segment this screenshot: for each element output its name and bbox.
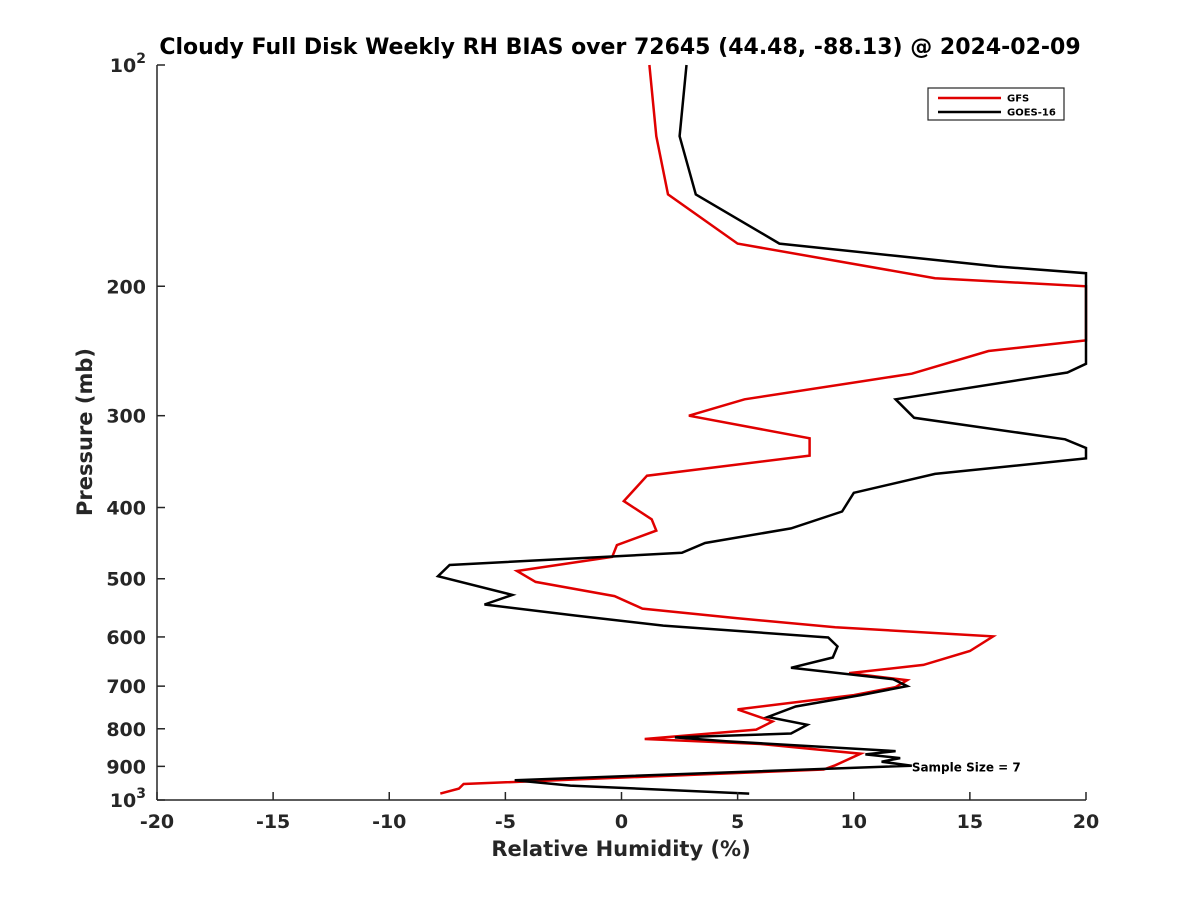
y-tick-label: 300	[106, 406, 146, 428]
x-tick-label: 15	[957, 811, 983, 833]
annotations: Sample Size = 7	[912, 760, 1021, 774]
y-tick-label: 700	[106, 676, 146, 698]
y-tick-label: 500	[106, 569, 146, 591]
x-tick-label: 20	[1073, 811, 1099, 833]
legend-box	[927, 87, 1065, 121]
annotation-sample-size: Sample Size = 7	[912, 760, 1021, 774]
x-tick-label: -15	[256, 811, 290, 833]
legend: GFS GOES-16	[927, 87, 1065, 121]
y-tick-label: 900	[106, 756, 146, 778]
y-tick-label: 102	[110, 51, 146, 77]
legend-label-gfs: GFS	[1007, 94, 1029, 105]
x-tick-label: 0	[615, 811, 628, 833]
series-line-goes-16	[435, 64, 1088, 795]
x-tick-label: 10	[841, 811, 867, 833]
x-tick-label: -5	[495, 811, 516, 833]
x-axis-label: Relative Humidity (%)	[491, 837, 750, 861]
y-tick-label: 200	[106, 276, 146, 298]
y-tick-label: 400	[106, 498, 146, 520]
y-tick-label: 103	[110, 786, 146, 812]
legend-entries: GFS GOES-16	[938, 94, 1056, 119]
x-ticks: -20 -15 -10 -5 0 5 10 15 20	[140, 792, 1099, 833]
x-tick-label: -20	[140, 811, 174, 833]
y-tick-label: 800	[106, 719, 146, 741]
x-tick-label: -10	[372, 811, 406, 833]
series-line-gfs	[439, 64, 1088, 795]
x-tick-label: 5	[731, 811, 744, 833]
y-tick-label: 600	[106, 627, 146, 649]
y-ticks: 102 200 300 400 500 600 700 800 900 103	[106, 51, 165, 812]
chart-title: Cloudy Full Disk Weekly RH BIAS over 726…	[159, 35, 1080, 60]
y-axis-label: Pressure (mb)	[73, 348, 97, 516]
series-layer	[435, 64, 1088, 795]
plot-area: -20 -15 -10 -5 0 5 10 15 20 102 200 300 400 500 600 70…	[106, 51, 1099, 833]
legend-label-goes-16: GOES-16	[1007, 108, 1056, 119]
